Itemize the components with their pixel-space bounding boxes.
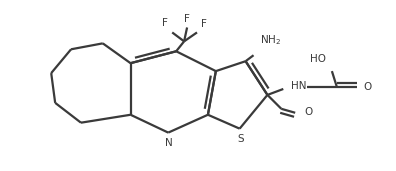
Text: F: F — [184, 14, 190, 23]
Text: NH$_2$: NH$_2$ — [261, 34, 282, 47]
Text: HO: HO — [310, 54, 326, 64]
Text: F: F — [201, 19, 207, 29]
Text: F: F — [162, 18, 168, 28]
Text: N: N — [166, 138, 173, 148]
Text: O: O — [304, 107, 312, 117]
Text: HN: HN — [291, 81, 307, 91]
Text: O: O — [364, 82, 372, 92]
Text: S: S — [237, 134, 244, 144]
